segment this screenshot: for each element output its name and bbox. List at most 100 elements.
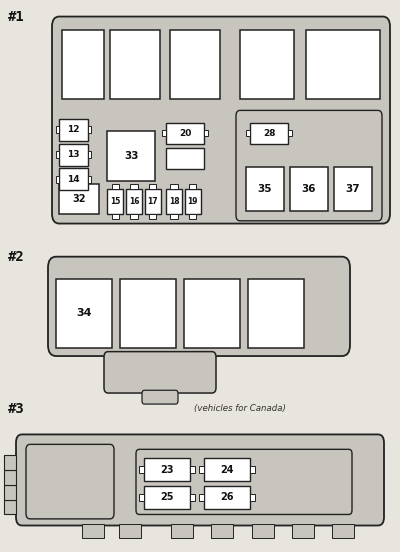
Text: 33: 33 — [124, 151, 138, 161]
Bar — [184, 279, 240, 348]
Text: 28: 28 — [263, 129, 275, 137]
Bar — [56, 176, 59, 183]
Bar — [166, 189, 182, 214]
Bar — [107, 131, 155, 181]
Bar — [204, 486, 250, 509]
Bar — [185, 189, 201, 214]
Bar — [149, 214, 156, 219]
Text: 12: 12 — [67, 125, 80, 134]
Text: #3: #3 — [8, 402, 25, 416]
Bar — [306, 30, 380, 99]
Text: 23: 23 — [160, 465, 174, 475]
Bar — [88, 126, 91, 133]
Text: 13: 13 — [67, 150, 80, 159]
FancyBboxPatch shape — [26, 444, 114, 519]
Bar — [130, 184, 138, 189]
Bar — [250, 123, 288, 144]
Bar — [240, 30, 294, 99]
Bar — [170, 30, 220, 99]
Bar — [170, 214, 178, 219]
Text: 16: 16 — [129, 197, 139, 206]
Bar — [119, 524, 141, 538]
Bar — [126, 189, 142, 214]
FancyBboxPatch shape — [52, 17, 390, 224]
Text: 26: 26 — [220, 492, 234, 502]
Bar — [110, 30, 160, 99]
Text: 34: 34 — [76, 308, 92, 319]
Bar — [250, 466, 254, 473]
Bar — [211, 524, 233, 538]
Bar — [170, 184, 178, 189]
Bar — [145, 189, 161, 214]
Bar — [189, 214, 196, 219]
FancyBboxPatch shape — [236, 110, 382, 221]
Bar — [130, 214, 138, 219]
Text: 20: 20 — [179, 129, 191, 137]
FancyBboxPatch shape — [16, 434, 384, 526]
Bar — [189, 184, 196, 189]
Text: 32: 32 — [72, 194, 86, 204]
Text: (vehicles for Canada): (vehicles for Canada) — [194, 404, 286, 413]
Text: 19: 19 — [188, 197, 198, 206]
FancyBboxPatch shape — [136, 449, 352, 514]
Bar — [139, 494, 144, 501]
Bar — [162, 130, 166, 136]
Bar — [292, 524, 314, 538]
Bar — [56, 151, 59, 158]
Bar — [144, 486, 190, 509]
Text: #2: #2 — [8, 250, 25, 263]
Bar — [62, 30, 104, 99]
FancyBboxPatch shape — [142, 390, 178, 404]
Text: 18: 18 — [169, 197, 179, 206]
Bar — [88, 151, 91, 158]
Text: 15: 15 — [110, 197, 120, 206]
Text: 24: 24 — [220, 465, 234, 475]
Bar — [82, 524, 104, 538]
Text: 14: 14 — [67, 175, 80, 184]
Bar — [250, 494, 254, 501]
Bar — [246, 130, 250, 136]
Text: 17: 17 — [148, 197, 158, 206]
Bar — [248, 279, 304, 348]
Text: 36: 36 — [302, 184, 316, 194]
Text: 25: 25 — [160, 492, 174, 502]
Bar — [166, 123, 204, 144]
Bar — [288, 130, 292, 136]
Bar — [4, 455, 16, 470]
Bar — [246, 167, 284, 211]
Bar — [107, 189, 123, 214]
Bar — [59, 168, 88, 190]
Bar — [56, 126, 59, 133]
Bar — [139, 466, 144, 473]
Bar — [4, 470, 16, 485]
Text: 35: 35 — [258, 184, 272, 194]
Text: 37: 37 — [346, 184, 360, 194]
Bar — [290, 167, 328, 211]
Bar — [59, 144, 88, 166]
Bar — [56, 279, 112, 348]
Bar — [332, 524, 354, 538]
Bar — [334, 167, 372, 211]
Bar — [252, 524, 274, 538]
Bar — [190, 494, 194, 501]
Bar — [149, 184, 156, 189]
Bar — [120, 279, 176, 348]
Bar — [166, 148, 204, 169]
Bar — [144, 458, 190, 481]
Bar — [199, 494, 204, 501]
Bar — [112, 184, 119, 189]
Bar — [59, 184, 99, 214]
Bar — [204, 458, 250, 481]
Bar — [4, 485, 16, 500]
Bar — [199, 466, 204, 473]
Bar — [112, 214, 119, 219]
Bar — [190, 466, 194, 473]
Bar — [4, 500, 16, 514]
Bar — [170, 524, 192, 538]
Bar — [88, 176, 91, 183]
Bar — [204, 130, 208, 136]
Text: #1: #1 — [8, 10, 25, 24]
Bar — [59, 119, 88, 141]
FancyBboxPatch shape — [104, 352, 216, 393]
FancyBboxPatch shape — [48, 257, 350, 356]
